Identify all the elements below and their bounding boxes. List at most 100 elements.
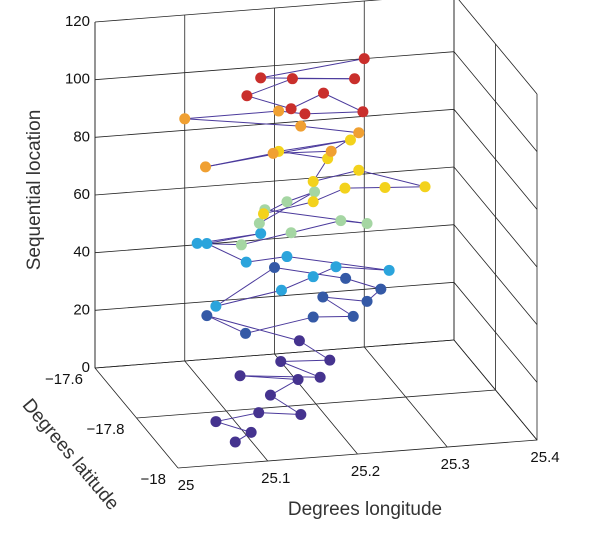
path-segment	[280, 361, 321, 378]
x-tick-label: 25.4	[530, 449, 559, 466]
path-segment	[330, 132, 360, 152]
z-tick-label: 20	[73, 301, 90, 318]
point	[324, 354, 336, 366]
point	[347, 310, 359, 322]
y-tick-label: −17.6	[45, 371, 83, 388]
path-segment	[322, 296, 368, 302]
grid-line	[363, 1, 448, 448]
point	[275, 284, 287, 296]
path-segment	[241, 232, 292, 246]
path-segment	[304, 111, 363, 115]
point	[255, 228, 267, 240]
path-segment	[263, 201, 314, 215]
grid-line	[94, 339, 538, 441]
point	[253, 407, 265, 419]
point	[285, 103, 297, 115]
x-tick-label: 25.3	[441, 456, 470, 473]
point	[241, 90, 253, 102]
point	[344, 134, 356, 146]
point	[353, 127, 365, 139]
y-axis-label: Degrees latitude	[18, 395, 123, 514]
point	[286, 73, 298, 85]
path-segment	[313, 187, 346, 203]
path-segment	[240, 375, 321, 378]
point	[339, 182, 351, 194]
point	[292, 373, 304, 385]
path-segment	[299, 340, 331, 361]
x-tick-label: 25.1	[261, 470, 290, 487]
point	[379, 181, 391, 193]
point	[307, 311, 319, 323]
point	[258, 208, 269, 220]
path-segment	[246, 95, 292, 110]
point	[340, 272, 352, 284]
path-segment	[205, 152, 274, 168]
x-axis-label: Degrees longitude	[288, 499, 442, 520]
path-segment	[184, 110, 279, 120]
path-segment	[345, 277, 381, 290]
path-segment	[313, 315, 354, 318]
point	[201, 310, 213, 322]
path-segment	[215, 421, 252, 433]
point	[229, 436, 241, 448]
x-tick-label: 25	[178, 477, 195, 494]
path-segment	[323, 92, 364, 113]
point	[240, 256, 252, 268]
path-segment	[184, 118, 301, 127]
z-tick-label: 120	[65, 13, 90, 30]
point	[210, 300, 222, 312]
point	[281, 251, 293, 263]
path-segment	[206, 315, 300, 342]
path-segment	[206, 315, 246, 334]
point	[357, 106, 369, 118]
point	[201, 238, 213, 249]
point	[273, 105, 285, 117]
path-segment	[290, 92, 324, 110]
point	[419, 181, 431, 193]
z-tick-label: 100	[65, 71, 90, 88]
point	[361, 217, 373, 229]
path-segment	[344, 186, 386, 189]
point	[191, 237, 203, 249]
path-segment	[358, 169, 426, 188]
point	[267, 147, 279, 159]
z-axis-label: Sequential location	[24, 110, 45, 271]
point	[295, 409, 307, 420]
point	[210, 416, 222, 428]
point	[317, 291, 329, 303]
path-segment	[280, 359, 330, 362]
path-segment	[300, 125, 359, 134]
path-segment	[384, 186, 426, 188]
point	[255, 72, 267, 84]
point	[281, 196, 293, 208]
point	[285, 227, 297, 239]
path-segment	[258, 412, 301, 415]
point	[383, 264, 395, 276]
point	[275, 356, 287, 367]
path-segment	[270, 394, 302, 415]
path-segment	[313, 169, 359, 183]
path-segment	[260, 58, 365, 79]
path-segment	[215, 267, 275, 307]
point	[269, 262, 280, 273]
z-tick-label: 80	[73, 128, 90, 145]
z-tick-label: 40	[73, 244, 90, 261]
point	[253, 217, 265, 229]
path-segment	[246, 256, 288, 263]
point	[200, 161, 211, 173]
point	[349, 73, 361, 85]
point	[375, 283, 387, 295]
grid-line	[94, 22, 179, 469]
path-segment	[206, 243, 247, 263]
path-segment	[260, 77, 355, 80]
path-segment	[264, 209, 368, 224]
path-segment	[281, 276, 314, 291]
point	[234, 370, 246, 382]
point	[179, 113, 191, 125]
point	[358, 53, 370, 65]
path-segment	[335, 266, 390, 271]
path-segment	[322, 296, 354, 317]
point	[309, 186, 321, 198]
